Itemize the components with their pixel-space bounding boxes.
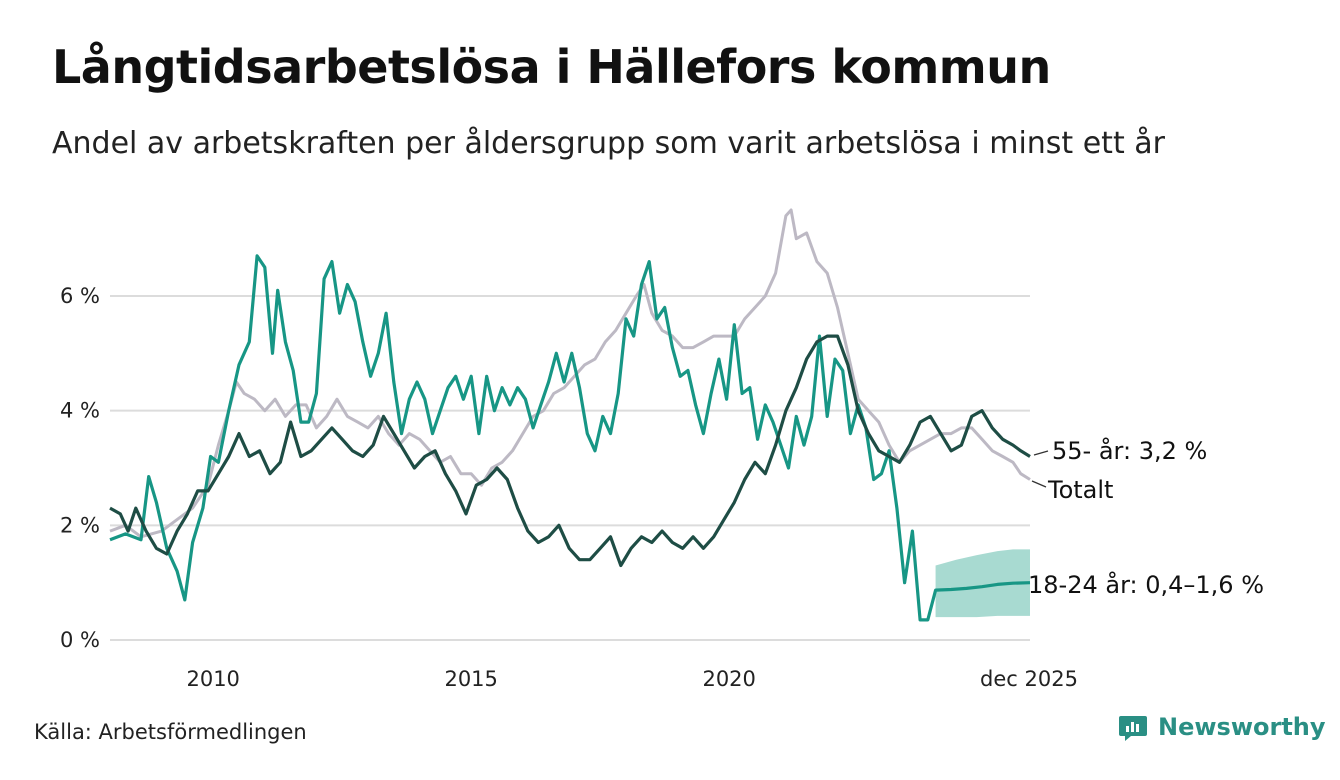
x-tick-label: 2020 — [702, 667, 755, 691]
source-note: Källa: Arbetsförmedlingen — [34, 720, 307, 744]
grid-lines — [110, 295, 1030, 641]
line-age55 — [109, 334, 1031, 568]
newsworthy-logo-icon — [1119, 716, 1147, 741]
brand-name: Newsworthy — [1158, 713, 1326, 741]
y-tick-label: 2 % — [60, 513, 100, 537]
x-tick-label: 2015 — [444, 667, 497, 691]
x-axis-ticks: 2010 2015 2020 dec 2025 — [186, 667, 1077, 691]
y-axis-ticks: 0 % 2 % 4 % 6 % — [60, 284, 100, 652]
band-age1824 — [935, 549, 1030, 618]
label-age55: 55- år: 3,2 % — [1052, 436, 1207, 465]
leader-total — [1031, 480, 1047, 488]
series-labels: Totalt 55- år: 3,2 % 18-24 år: 0,4–1,6 % — [1028, 436, 1264, 599]
confidence-bands — [935, 549, 1030, 618]
line-age1824 — [109, 254, 1031, 622]
x-tick-label: 2010 — [186, 667, 239, 691]
label-age1824: 18-24 år: 0,4–1,6 % — [1028, 570, 1264, 599]
label-total: Totalt — [1047, 476, 1113, 504]
line-total — [109, 208, 1031, 539]
y-tick-label: 4 % — [60, 399, 100, 423]
chart-title: Långtidsarbetslösa i Hällefors kommun — [52, 40, 1051, 94]
x-tick-label: dec 2025 — [980, 667, 1078, 691]
chart-subtitle: Andel av arbetskraften per åldersgrupp s… — [52, 126, 1165, 161]
y-tick-label: 0 % — [60, 628, 100, 652]
leader-age55 — [1033, 450, 1049, 456]
y-tick-label: 6 % — [60, 284, 100, 308]
series-lines — [109, 208, 1031, 622]
brand-logo: Newsworthy — [1118, 712, 1326, 742]
